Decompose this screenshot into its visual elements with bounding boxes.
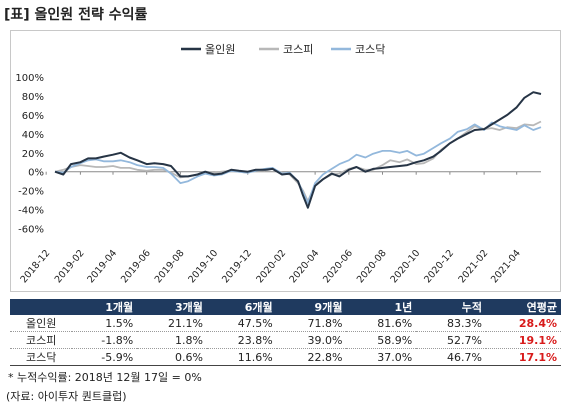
series-line-kosdaq (54, 121, 542, 204)
source-note: (자료: 아이투자 퀀트클럽) (6, 390, 127, 403)
x-tick-label: 2019-10 (186, 248, 220, 285)
series-line-allinone (54, 91, 542, 209)
x-tick-label: 2020-08 (355, 248, 389, 285)
x-tick-label: 2020-02 (254, 248, 288, 285)
performance-table: 1개월 3개월 6개월 9개월 1년 누적 연평균 올인원 1.5% 21.1%… (10, 299, 561, 366)
chart-area: 올인원 코스피 코스닥 100% 80% 60% 40% 20% 0% -20% -40% -60%… (10, 30, 561, 292)
annual-return-cell: 19.1% (485, 331, 561, 349)
table-cell: 1.5% (72, 315, 138, 332)
table-cell: 58.9% (346, 331, 417, 349)
table-cell: 39.0% (276, 331, 347, 349)
table-cell: 46.7% (416, 348, 486, 366)
y-tick-label: -40% (18, 206, 44, 217)
row-name: 코스닥 (10, 348, 73, 366)
table-cell: -1.8% (72, 331, 138, 349)
table-header-cell: 누적 (416, 299, 486, 315)
legend-label-allinone: 올인원 (205, 43, 235, 56)
y-axis: 100% 80% 60% 40% 20% 0% -20% -40% -60% (15, 73, 44, 236)
table-cell: 71.8% (276, 315, 347, 332)
y-tick-label: 40% (22, 130, 44, 141)
footnote: * 누적수익률: 2018년 12월 17일 = 0% (8, 371, 202, 384)
table-cell: 52.7% (416, 331, 486, 349)
line-chart: 올인원 코스피 코스닥 100% 80% 60% 40% 20% 0% -20% -40% -60%… (15, 43, 542, 285)
table-cell: 23.8% (206, 331, 277, 349)
table-header-cell: 6개월 (206, 299, 277, 315)
x-tick-label: 2020-12 (422, 248, 456, 285)
y-tick-label: 0% (28, 168, 44, 179)
x-tick-label: 2020-10 (389, 248, 423, 285)
table-header-cell: 9개월 (276, 299, 347, 315)
y-tick-label: 100% (15, 73, 44, 84)
table-cell: 37.0% (346, 348, 417, 366)
table-cell: 21.1% (137, 315, 207, 332)
legend-label-kosdaq: 코스닥 (355, 43, 385, 56)
table-header-cell: 연평균 (485, 299, 561, 315)
row-name: 코스피 (10, 331, 73, 349)
chart-legend: 올인원 코스피 코스닥 (181, 43, 385, 56)
legend-label-kospi: 코스피 (283, 43, 313, 56)
table-row: 코스닥 -5.9% 0.6% 11.6% 22.8% 37.0% 46.7% 1… (10, 348, 561, 366)
table-header-cell: 1년 (346, 299, 417, 315)
y-tick-label: 60% (22, 111, 44, 122)
table-header-row: 1개월 3개월 6개월 9개월 1년 누적 연평균 (10, 299, 561, 315)
annual-return-cell: 28.4% (485, 315, 561, 332)
x-tick-label: 2019-04 (85, 248, 119, 285)
table-header-cell: 3개월 (137, 299, 207, 315)
row-name: 올인원 (10, 315, 73, 332)
table-row: 코스피 -1.8% 1.8% 23.8% 39.0% 58.9% 52.7% 1… (10, 331, 561, 349)
x-tick-label: 2020-04 (287, 248, 321, 285)
x-tick-label: 2019-06 (119, 248, 153, 285)
y-tick-label: 80% (22, 92, 44, 103)
x-tick-label: 2019-08 (153, 248, 187, 285)
y-tick-label: 20% (22, 149, 44, 160)
chart-lines (54, 91, 542, 209)
annual-return-cell: 17.1% (485, 348, 561, 366)
x-tick-label: 2019-02 (53, 248, 87, 285)
table-header-cell (10, 299, 73, 315)
table-header-cell: 1개월 (72, 299, 138, 315)
table-cell: 1.8% (137, 331, 207, 349)
table-cell: 47.5% (206, 315, 277, 332)
table-row: 올인원 1.5% 21.1% 47.5% 71.8% 81.6% 83.3% 2… (10, 315, 561, 332)
x-tick-label: 2018-12 (19, 248, 53, 285)
x-tick-label: 2020-06 (321, 248, 355, 285)
page-title: [표] 올인원 전략 수익률 (4, 7, 148, 23)
table-cell: 22.8% (276, 348, 347, 366)
table-cell: 81.6% (346, 315, 417, 332)
table-cell: 0.6% (137, 348, 207, 366)
y-tick-label: -60% (18, 225, 44, 236)
table-cell: 83.3% (416, 315, 486, 332)
table-cell: 11.6% (206, 348, 277, 366)
x-tick-label: 2021-02 (456, 248, 490, 285)
y-tick-label: -20% (18, 187, 44, 198)
table-cell: -5.9% (72, 348, 138, 366)
x-tick-label: 2019-12 (220, 248, 254, 285)
x-tick-label: 2021-04 (489, 248, 523, 285)
